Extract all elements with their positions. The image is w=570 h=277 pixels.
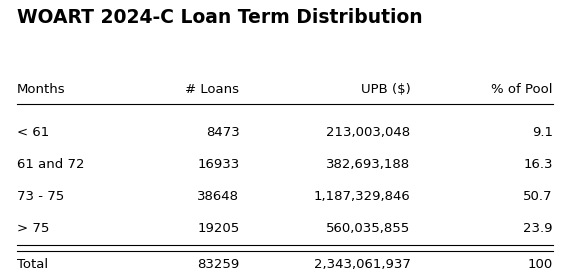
Text: WOART 2024-C Loan Term Distribution: WOART 2024-C Loan Term Distribution <box>17 8 423 27</box>
Text: # Loans: # Loans <box>185 83 239 96</box>
Text: 23.9: 23.9 <box>523 222 553 235</box>
Text: Months: Months <box>17 83 66 96</box>
Text: 100: 100 <box>528 258 553 271</box>
Text: UPB ($): UPB ($) <box>361 83 410 96</box>
Text: % of Pool: % of Pool <box>491 83 553 96</box>
Text: 560,035,855: 560,035,855 <box>326 222 410 235</box>
Text: 1,187,329,846: 1,187,329,846 <box>314 190 410 203</box>
Text: Total: Total <box>17 258 48 271</box>
Text: 83259: 83259 <box>197 258 239 271</box>
Text: 382,693,188: 382,693,188 <box>326 158 410 171</box>
Text: 61 and 72: 61 and 72 <box>17 158 84 171</box>
Text: > 75: > 75 <box>17 222 50 235</box>
Text: < 61: < 61 <box>17 126 50 139</box>
Text: 9.1: 9.1 <box>532 126 553 139</box>
Text: 50.7: 50.7 <box>523 190 553 203</box>
Text: 213,003,048: 213,003,048 <box>326 126 410 139</box>
Text: 2,343,061,937: 2,343,061,937 <box>314 258 410 271</box>
Text: 16.3: 16.3 <box>523 158 553 171</box>
Text: 19205: 19205 <box>197 222 239 235</box>
Text: 73 - 75: 73 - 75 <box>17 190 64 203</box>
Text: 8473: 8473 <box>206 126 239 139</box>
Text: 16933: 16933 <box>197 158 239 171</box>
Text: 38648: 38648 <box>197 190 239 203</box>
